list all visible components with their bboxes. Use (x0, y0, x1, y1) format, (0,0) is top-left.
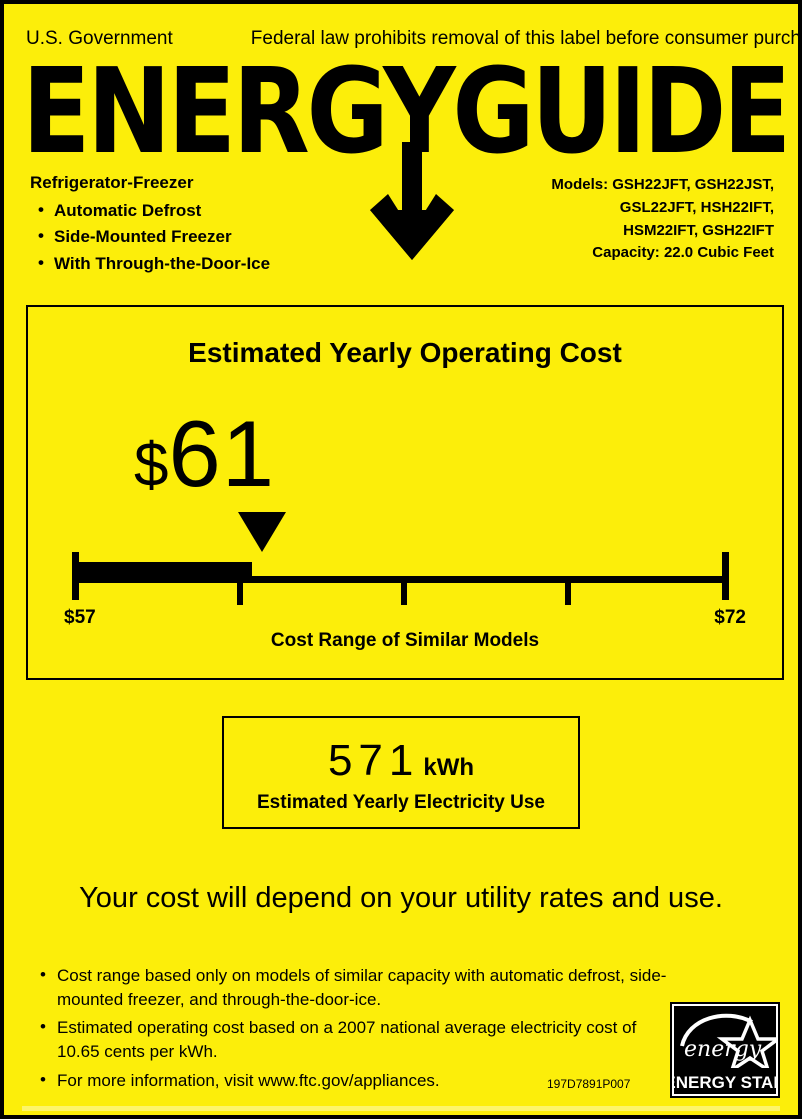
estimated-yearly-operating-cost-box: Estimated Yearly Operating Cost $ 61 (26, 305, 784, 680)
footnote-list: Cost range based only on models of simil… (40, 963, 670, 1097)
electricity-use-unit: kWh (423, 754, 475, 781)
scale-low-label: $57 (64, 607, 96, 628)
models-line: Models: GSH22JFT, GSH22JST, (551, 176, 774, 193)
product-feature-item: Automatic Defrost (30, 197, 450, 224)
scale-tick (401, 583, 407, 605)
electricity-use-value: 571 (327, 736, 420, 785)
footnote-item: Cost range based only on models of simil… (40, 963, 670, 1012)
star-icon (716, 1015, 776, 1075)
scale-caption: Cost Range of Similar Models (270, 630, 540, 651)
estimated-yearly-electricity-use-box: 571 kWh Estimated Yearly Electricity Use (222, 716, 580, 829)
product-feature-item: Side-Mounted Freezer (30, 223, 450, 250)
product-feature-item: With Through-the-Door-Ice (30, 250, 450, 277)
energy-script-text: energy (684, 1037, 762, 1062)
energy-star-logo: energy ENERGY STAR (670, 1002, 780, 1098)
energy-star-wordmark: ENERGY STAR (674, 1073, 776, 1092)
product-feature-list: Automatic Defrost Side-Mounted Freezer W… (30, 197, 450, 277)
models-line: GSL22JFT, HSH22IFT, (619, 198, 774, 216)
electricity-use-value-row: 571 kWh (224, 736, 578, 786)
cost-amount: 61 (168, 401, 276, 506)
estimated-cost-value: $ 61 (134, 407, 275, 501)
bottom-edge-tint (22, 1106, 780, 1111)
scale-tick (565, 583, 571, 605)
currency-symbol: $ (134, 431, 169, 500)
scale-baseline (72, 576, 729, 583)
cost-range-scale (28, 502, 782, 612)
part-number-text: 197D7891P007 (547, 1077, 631, 1091)
footnote-item: Estimated operating cost based on a 2007… (40, 1015, 670, 1064)
scale-tick (237, 583, 243, 605)
scale-high-label: $72 (714, 607, 746, 628)
footnote-item: For more information, visit www.ftc.gov/… (40, 1067, 670, 1093)
label-header: U.S. Government Federal law prohibits re… (26, 28, 798, 52)
cost-disclaimer-tagline: Your cost will depend on your utility ra… (79, 882, 723, 914)
electricity-use-caption: Estimated Yearly Electricity Use (257, 792, 545, 813)
us-government-text: U.S. Government (26, 28, 173, 49)
models-line: HSM22IFT, GSH22IFT (623, 221, 774, 239)
scale-filled-bar (72, 562, 252, 583)
model-numbers-block: Models: GSH22JFT, GSH22JST, GSL22JFT, HS… (474, 174, 774, 265)
federal-law-notice: Federal law prohibits removal of this la… (250, 28, 802, 49)
cost-box-title: Estimated Yearly Operating Cost (188, 337, 622, 368)
capacity-label: Capacity: 22.0 Cubic Feet (592, 244, 774, 262)
product-description: Refrigerator-Freezer Automatic Defrost S… (30, 172, 450, 277)
cost-marker-triangle (238, 512, 286, 552)
product-type-label: Refrigerator-Freezer (30, 173, 194, 192)
